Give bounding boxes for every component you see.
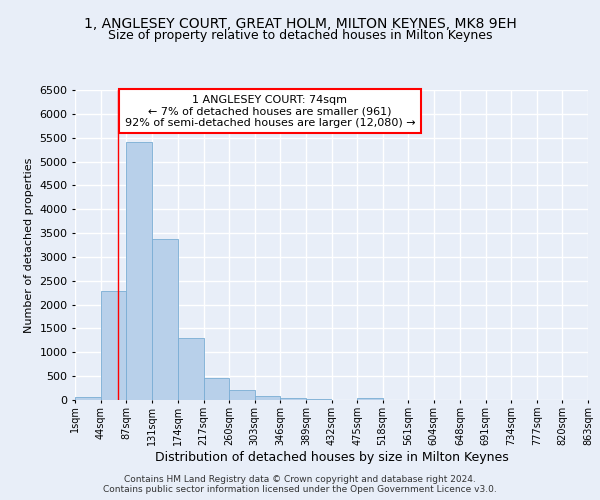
Text: Contains public sector information licensed under the Open Government Licence v3: Contains public sector information licen… bbox=[103, 485, 497, 494]
X-axis label: Distribution of detached houses by size in Milton Keynes: Distribution of detached houses by size … bbox=[155, 450, 508, 464]
Text: Size of property relative to detached houses in Milton Keynes: Size of property relative to detached ho… bbox=[108, 29, 492, 42]
Bar bbox=[280, 398, 306, 400]
Text: 1, ANGLESEY COURT, GREAT HOLM, MILTON KEYNES, MK8 9EH: 1, ANGLESEY COURT, GREAT HOLM, MILTON KE… bbox=[83, 18, 517, 32]
Bar bbox=[306, 399, 331, 400]
Bar bbox=[126, 142, 152, 400]
Bar bbox=[75, 396, 101, 400]
Text: 1 ANGLESEY COURT: 74sqm
← 7% of detached houses are smaller (961)
92% of semi-de: 1 ANGLESEY COURT: 74sqm ← 7% of detached… bbox=[125, 94, 415, 128]
Bar bbox=[101, 292, 126, 400]
Bar bbox=[357, 398, 383, 400]
Bar bbox=[255, 396, 280, 400]
Bar bbox=[178, 338, 203, 400]
Bar bbox=[152, 239, 178, 400]
Bar bbox=[229, 390, 255, 400]
Y-axis label: Number of detached properties: Number of detached properties bbox=[23, 158, 34, 332]
Bar bbox=[203, 378, 229, 400]
Text: Contains HM Land Registry data © Crown copyright and database right 2024.: Contains HM Land Registry data © Crown c… bbox=[124, 475, 476, 484]
